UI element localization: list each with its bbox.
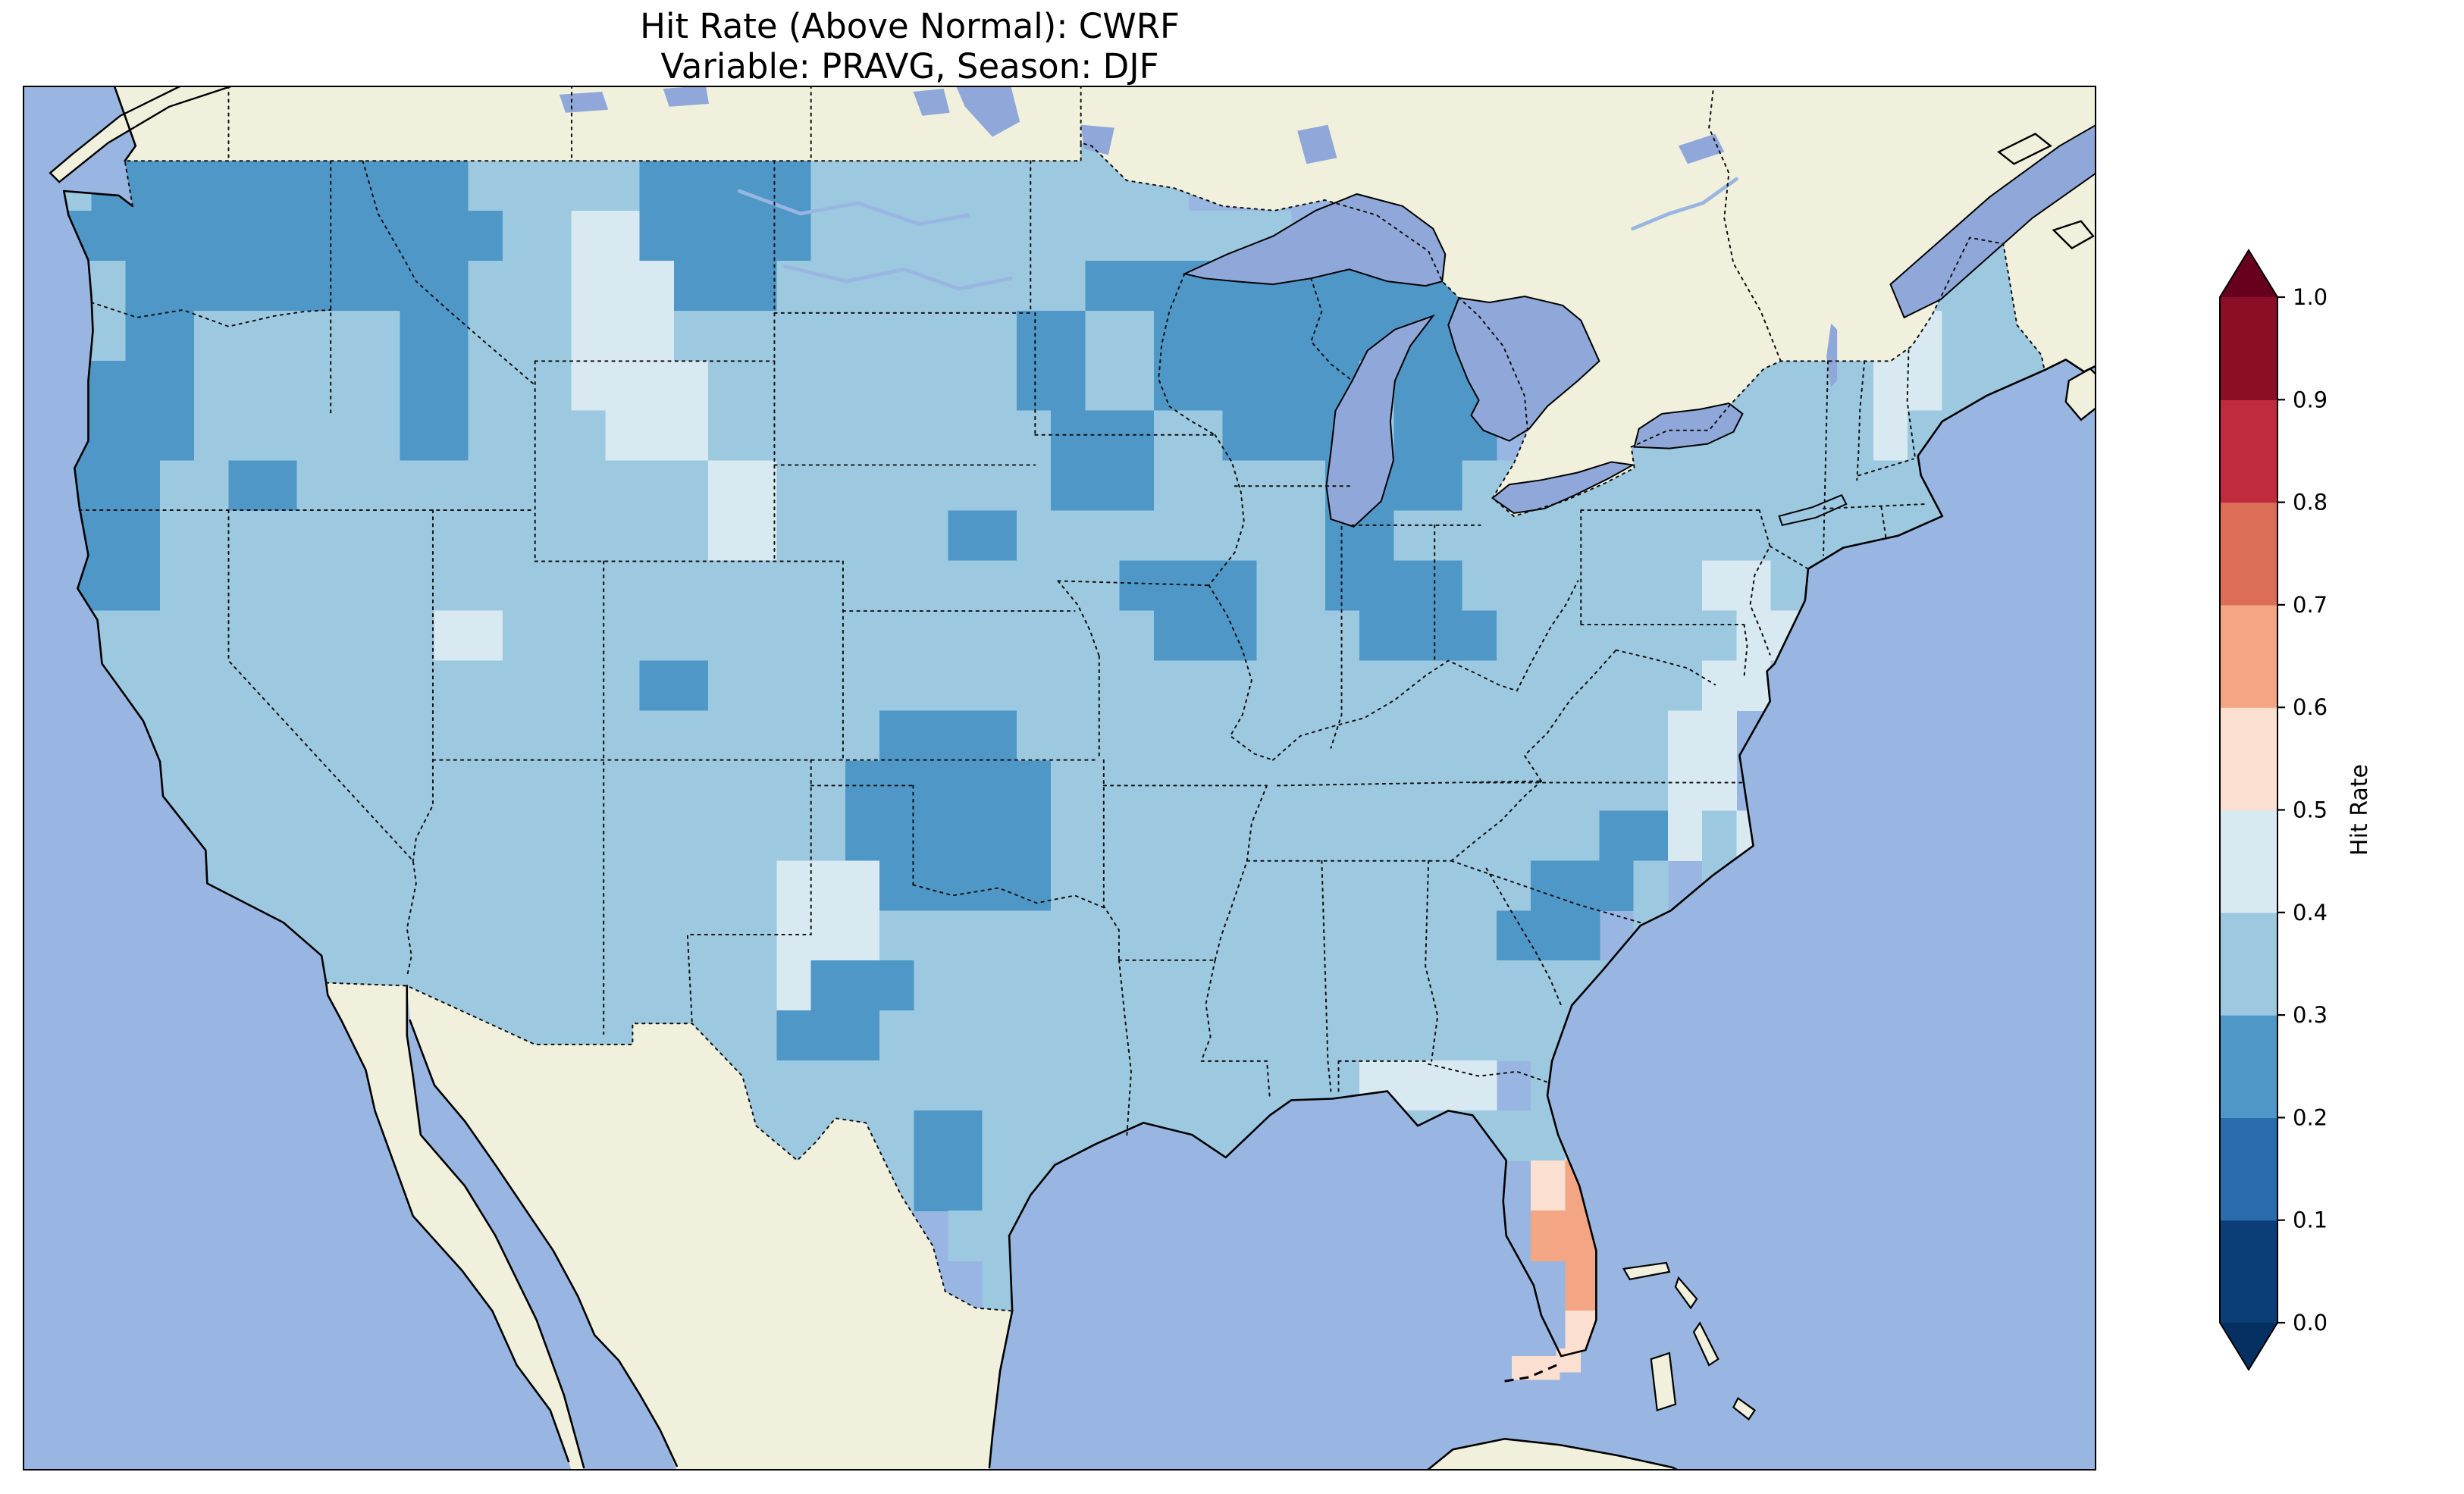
lake-superior — [1182, 193, 1447, 287]
great-lakes — [1182, 193, 1744, 528]
canada-land — [114, 86, 2096, 516]
svg-text:0.7: 0.7 — [2293, 592, 2328, 618]
province-borders-dotted — [227, 86, 1782, 362]
title-line-2: Variable: PRAVG, Season: DJF — [660, 46, 1159, 87]
lake-champlain — [1826, 323, 1838, 387]
colorbar-scale: 0.0 0.1 0.2 0.3 0.4 0.5 0.6 0.7 0.8 0.9 1.0 Hit Rat… — [2219, 249, 2373, 1371]
st-lawrence-river — [1889, 124, 2096, 319]
canadian-lakes — [559, 86, 1838, 387]
svg-text:0.0: 0.0 — [2293, 1310, 2328, 1336]
svg-text:0.3: 0.3 — [2293, 1002, 2328, 1028]
long-island — [1778, 493, 1848, 527]
international-borders-dotted — [124, 142, 2045, 1312]
vancouver-island — [49, 86, 234, 183]
svg-text:0.5: 0.5 — [2293, 797, 2328, 823]
lake-huron — [1447, 296, 1600, 442]
atlantic-canada-islands — [1997, 133, 2096, 421]
svg-text:0.1: 0.1 — [2293, 1207, 2328, 1233]
state-borders-dotted — [78, 160, 1925, 1141]
figure-title: Hit Rate (Above Normal): CWRF Variable: … — [640, 6, 1180, 86]
florida-keys — [1501, 1364, 1557, 1383]
svg-text:0.6: 0.6 — [2293, 694, 2328, 720]
svg-text:0.9: 0.9 — [2293, 387, 2328, 412]
svg-text:0.8: 0.8 — [2293, 490, 2328, 515]
colorbar: 0.0 0.1 0.2 0.3 0.4 0.5 0.6 0.7 0.8 0.9 1.0 Hit Rat… — [2219, 249, 2373, 1371]
lake-michigan — [1325, 314, 1436, 528]
bahamas-islands — [1622, 1261, 1757, 1421]
canadian-rivers — [737, 177, 1738, 291]
svg-text:Hit Rate: Hit Rate — [2346, 764, 2373, 856]
title-line-1: Hit Rate (Above Normal): CWRF — [640, 6, 1180, 46]
svg-text:0.4: 0.4 — [2293, 900, 2328, 926]
baja-peninsula — [326, 982, 585, 1471]
us-map — [23, 86, 2096, 1471]
svg-text:0.2: 0.2 — [2293, 1104, 2328, 1130]
mexico-land — [406, 985, 1013, 1471]
svg-text:1.0: 1.0 — [2293, 284, 2328, 310]
lake-ontario — [1633, 402, 1744, 449]
